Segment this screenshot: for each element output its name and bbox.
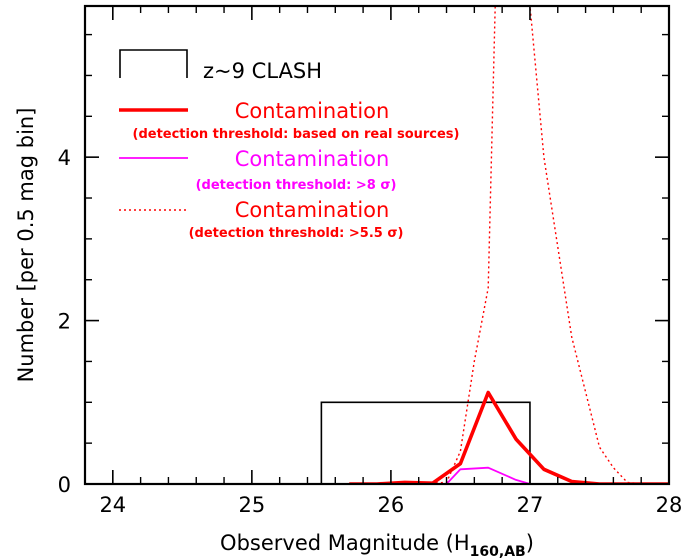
series-line-2	[390, 466, 531, 484]
legend-histogram-symbol	[119, 49, 188, 78]
series-line-3	[390, 6, 642, 484]
y-tick-label: 2	[58, 310, 71, 334]
series-line-1	[349, 390, 669, 484]
y-tick-label: 0	[58, 473, 71, 497]
legend-note-1: (detection threshold: based on real sour…	[133, 127, 460, 142]
y-tick-label: 4	[58, 146, 71, 170]
legend-label-1: Contamination	[235, 99, 390, 123]
x-tick-label: 24	[99, 493, 126, 517]
x-tick-label: 26	[378, 493, 405, 517]
x-tick-label: 28	[656, 493, 683, 517]
x-tick-label: 25	[238, 493, 265, 517]
x-axis-label: Observed Magnitude (H160,AB)	[220, 531, 534, 559]
histogram-bar	[320, 401, 531, 484]
x-tick-label: 27	[517, 493, 544, 517]
legend-label-2: Contamination	[235, 147, 390, 171]
legend-histogram-label: z~9 CLASH	[203, 59, 322, 83]
legend-label-3: Contamination	[235, 198, 390, 222]
y-axis-label: Number [per 0.5 mag bin]	[14, 108, 38, 383]
legend-note-2: (detection threshold: >8 σ)	[196, 178, 397, 193]
legend-note-3: (detection threshold: >5.5 σ)	[189, 226, 404, 241]
plot-frame	[83, 4, 671, 486]
